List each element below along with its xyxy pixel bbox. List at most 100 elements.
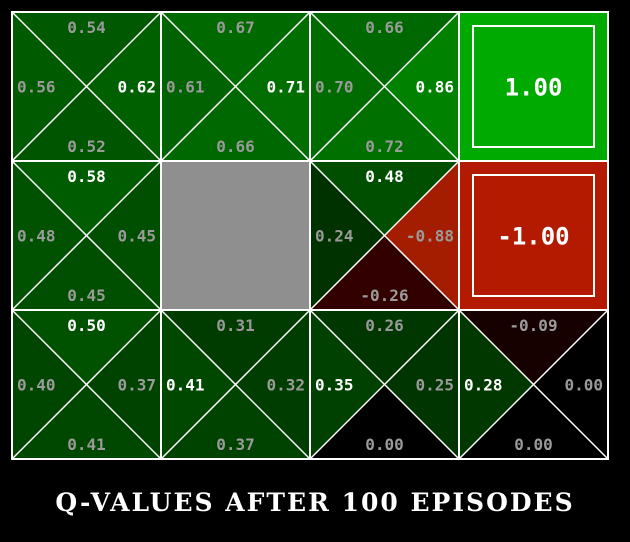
q-triangle-west [12, 12, 87, 161]
q-triangle-south [459, 384, 608, 459]
q-triangle-north [12, 12, 161, 87]
q-triangle-east [86, 161, 161, 310]
q-triangle-west [161, 12, 236, 161]
q-value-west: 0.41 [166, 376, 205, 395]
q-triangle-north [161, 310, 310, 385]
grid-cell-r2-c0: 0.50 0.41 0.40 0.37 [11, 309, 162, 460]
q-value-west: 0.28 [464, 376, 503, 395]
terminal-inner-border [472, 174, 595, 297]
cell-diagonal [160, 11, 311, 162]
grid-cell-r2-c1: 0.31 0.37 0.41 0.32 [160, 309, 311, 460]
q-value-north: 0.26 [365, 316, 404, 335]
grid-cell-r0-c2: 0.66 0.72 0.70 0.86 [309, 11, 460, 162]
q-value-west: 0.40 [17, 376, 56, 395]
q-triangle-east [533, 310, 608, 459]
cell-border [458, 309, 609, 460]
grid-cell-r1-c0: 0.58 0.45 0.48 0.45 [11, 160, 162, 311]
cell-diagonal [309, 160, 460, 311]
terminal-cell [458, 160, 609, 311]
q-triangle-south [310, 384, 459, 459]
grid-cell-r2-c3: -0.09 0.00 0.28 0.00 [458, 309, 609, 460]
q-value-east: 0.45 [117, 227, 156, 246]
q-triangle-west [12, 161, 87, 310]
q-triangle-west [12, 310, 87, 459]
qvalue-grid-canvas: 0.54 0.52 0.56 0.62 0.67 0.66 0.61 0.71 0.66 0.72… [11, 11, 609, 460]
q-value-east: 0.00 [564, 376, 603, 395]
q-triangle-south [161, 86, 310, 161]
q-value-west: 0.24 [315, 227, 354, 246]
cell-diagonal [11, 160, 162, 311]
grid-cell-r0-c3: 1.00 [458, 11, 609, 162]
q-triangle-south [12, 384, 161, 459]
q-value-south: 0.37 [216, 435, 255, 454]
q-triangle-west [161, 310, 236, 459]
q-value-north: 0.48 [365, 167, 404, 186]
q-value-east: 0.86 [415, 78, 454, 97]
q-triangle-east [235, 12, 310, 161]
grid-cell-r0-c1: 0.67 0.66 0.61 0.71 [160, 11, 311, 162]
cell-diagonal [11, 11, 162, 162]
q-value-north: 0.67 [216, 18, 255, 37]
q-value-west: 0.35 [315, 376, 354, 395]
q-value-south: 0.41 [67, 435, 106, 454]
q-triangle-west [310, 12, 385, 161]
q-triangle-west [310, 161, 385, 310]
terminal-inner-border [472, 25, 595, 148]
cell-diagonal [160, 309, 311, 460]
q-triangle-east [384, 310, 459, 459]
q-value-south: 0.72 [365, 137, 404, 156]
q-triangle-south [310, 235, 459, 310]
qvalue-grid: 0.54 0.52 0.56 0.62 0.67 0.66 0.61 0.71 0.66 0.72… [11, 11, 609, 460]
q-triangle-east [86, 12, 161, 161]
q-value-west: 0.48 [17, 227, 56, 246]
q-value-south: 0.00 [365, 435, 404, 454]
grid-cell-r2-c2: 0.26 0.00 0.35 0.25 [309, 309, 460, 460]
wall-cell [160, 160, 311, 311]
q-triangle-north [310, 12, 459, 87]
cell-diagonal [11, 309, 162, 460]
q-value-north: 0.66 [365, 18, 404, 37]
q-value-south: 0.66 [216, 137, 255, 156]
q-triangle-east [86, 310, 161, 459]
q-value-east: 0.71 [266, 78, 305, 97]
grid-cell-r1-c1 [160, 160, 311, 311]
cell-diagonal [458, 309, 609, 460]
q-triangle-north [310, 310, 459, 385]
q-value-west: 0.70 [315, 78, 354, 97]
q-value-north: 0.50 [67, 316, 106, 335]
q-value-south: 0.52 [67, 137, 106, 156]
q-value-east: -0.88 [406, 227, 454, 246]
q-triangle-east [235, 310, 310, 459]
terminal-value: 1.00 [505, 74, 563, 102]
q-triangle-east [384, 12, 459, 161]
q-value-north: 0.54 [67, 18, 106, 37]
q-value-north: 0.58 [67, 167, 106, 186]
q-triangle-south [161, 384, 310, 459]
q-value-north: -0.09 [509, 316, 557, 335]
q-triangle-south [12, 235, 161, 310]
q-triangle-south [12, 86, 161, 161]
q-value-east: 0.32 [266, 376, 305, 395]
q-triangle-north [161, 12, 310, 87]
q-value-east: 0.62 [117, 78, 156, 97]
grid-cell-r1-c2: 0.48 -0.26 0.24 -0.88 [309, 160, 460, 311]
grid-cell-r1-c3: -1.00 [458, 160, 609, 311]
cell-diagonal [309, 309, 460, 460]
q-value-east: 0.37 [117, 376, 156, 395]
q-triangle-north [12, 161, 161, 236]
q-triangle-south [310, 86, 459, 161]
caption: Q-VALUES AFTER 100 EPISODES [55, 488, 575, 517]
q-value-west: 0.61 [166, 78, 205, 97]
q-value-south: -0.26 [360, 286, 408, 305]
cell-diagonal [309, 11, 460, 162]
q-value-west: 0.56 [17, 78, 56, 97]
q-value-south: 0.45 [67, 286, 106, 305]
q-triangle-east [384, 161, 459, 310]
q-triangle-north [459, 310, 608, 385]
q-value-east: 0.25 [415, 376, 454, 395]
q-triangle-west [459, 310, 534, 459]
terminal-value: -1.00 [497, 223, 569, 251]
q-triangle-north [12, 310, 161, 385]
q-value-south: 0.00 [514, 435, 553, 454]
q-triangle-north [310, 161, 459, 236]
